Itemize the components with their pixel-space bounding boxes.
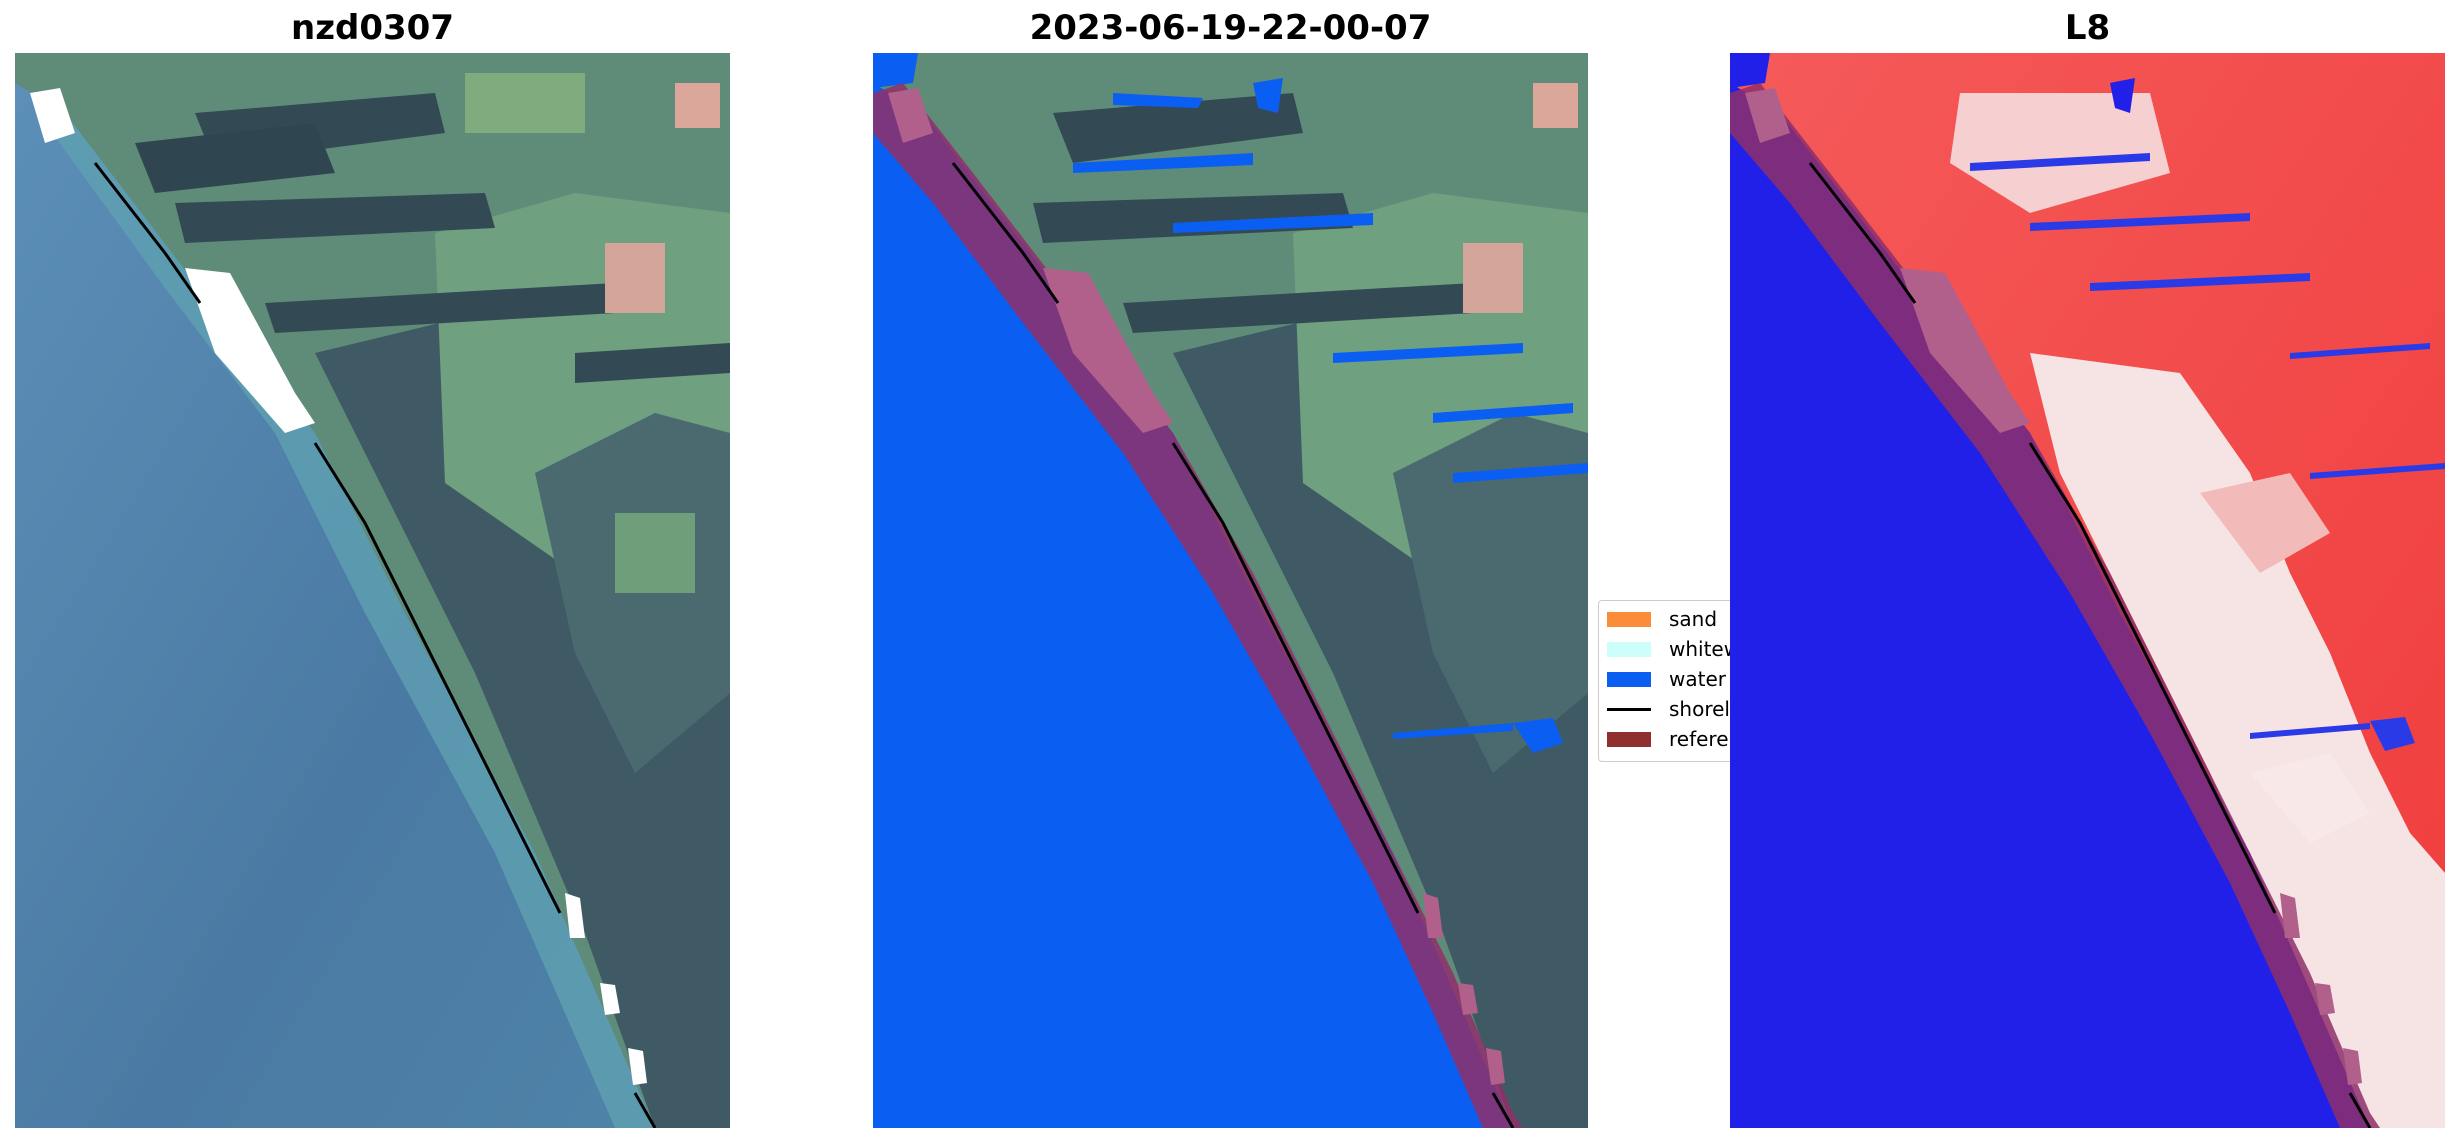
legend-swatch-reference-buffer (1607, 731, 1651, 747)
legend-swatch-water (1607, 671, 1651, 687)
rgb-image (15, 53, 730, 1128)
index-image-panel (1730, 53, 2445, 1128)
legend-swatch-whitewater (1607, 641, 1651, 657)
panel-title-index: L8 (2064, 8, 2111, 48)
legend-item-water: water (1607, 667, 1726, 691)
rgb-image-panel (15, 53, 730, 1128)
legend-item-sand: sand (1607, 607, 1717, 631)
legend-line-shoreline (1607, 707, 1651, 711)
classification-panel (873, 53, 1588, 1128)
panel-title-classification: 2023-06-19-22-00-07 (1029, 8, 1432, 48)
classification-image (873, 53, 1588, 1128)
panel-title-rgb: nzd0307 (291, 8, 454, 48)
legend-label-sand: sand (1669, 607, 1718, 631)
legend-label-water: water (1669, 667, 1726, 691)
index-image (1730, 53, 2445, 1128)
legend: sand whitewater water shoreline referenc… (1598, 600, 1928, 762)
legend-swatch-sand (1607, 611, 1651, 627)
